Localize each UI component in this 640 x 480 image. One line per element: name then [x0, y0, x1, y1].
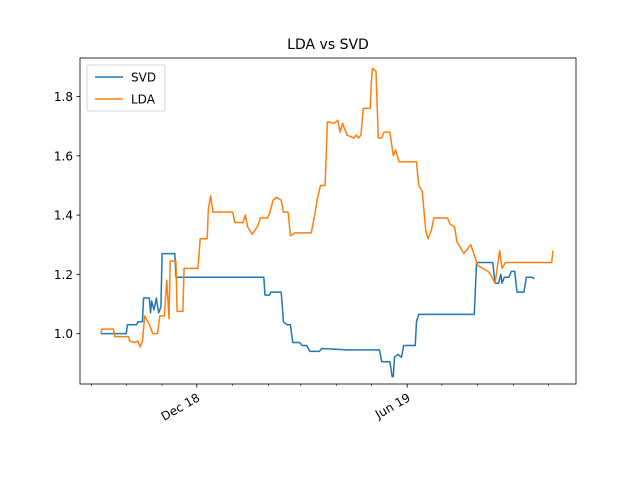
y-tick-label: 1.0 [54, 327, 73, 341]
y-tick-label: 1.4 [54, 209, 73, 223]
y-tick-label: 1.6 [54, 149, 73, 163]
axes-frame [79, 57, 577, 385]
legend-label-svd: SVD [131, 71, 156, 85]
chart-title: LDA vs SVD [287, 37, 369, 53]
series-line-svd [100, 252, 535, 378]
y-tick-label: 1.8 [54, 90, 73, 104]
legend-label-lda: LDA [131, 93, 156, 107]
series-line-lda [100, 67, 554, 348]
y-tick-label: 1.2 [54, 268, 73, 282]
